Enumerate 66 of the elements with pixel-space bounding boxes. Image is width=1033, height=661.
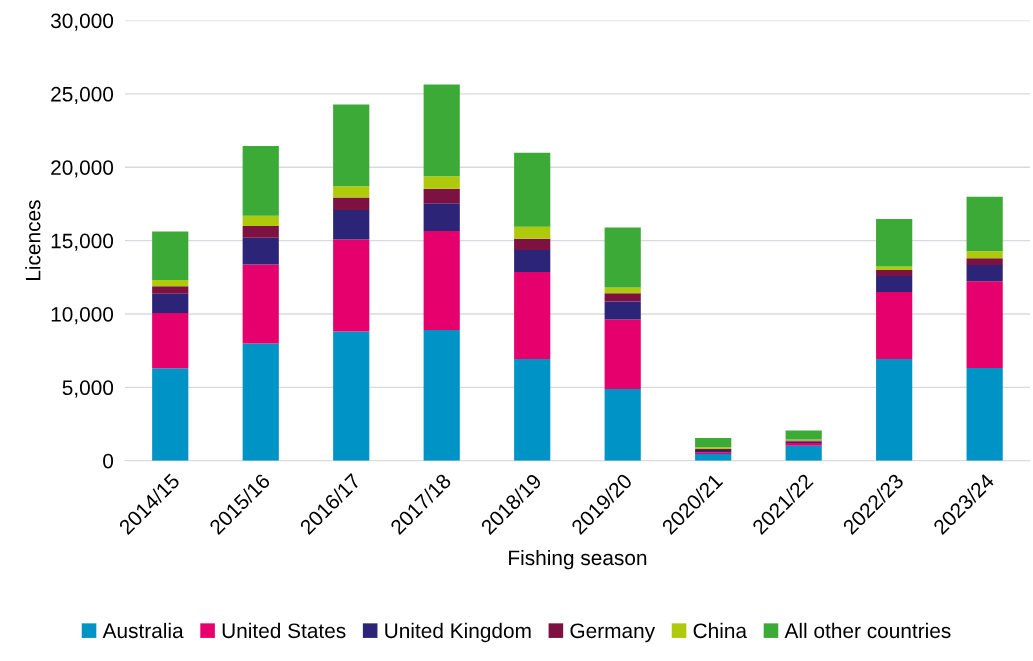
bar xyxy=(242,343,279,461)
bar xyxy=(966,367,1003,461)
bar xyxy=(604,287,641,294)
bar xyxy=(423,203,460,231)
bar xyxy=(333,239,370,332)
bar xyxy=(152,231,189,280)
bar xyxy=(423,188,460,204)
bar xyxy=(695,454,732,461)
legend-label: Germany xyxy=(570,623,656,643)
bar xyxy=(242,146,279,216)
bar xyxy=(966,281,1003,368)
bar xyxy=(514,250,551,273)
bar xyxy=(333,331,370,461)
bar xyxy=(152,293,189,313)
bar xyxy=(242,237,279,265)
bar xyxy=(423,84,460,177)
legend-label: Australia xyxy=(102,622,184,639)
legend-label: China xyxy=(693,622,748,639)
bar xyxy=(785,430,822,440)
bar xyxy=(876,359,913,461)
y-axis-title: Licences xyxy=(25,200,41,281)
x-axis-title: Fishing season xyxy=(509,549,647,570)
bar xyxy=(966,196,1003,252)
bar xyxy=(242,264,279,344)
bar xyxy=(333,186,370,198)
bar xyxy=(695,437,732,448)
bar xyxy=(242,226,279,238)
bar xyxy=(785,445,822,461)
y-tick-label: 0 xyxy=(103,453,114,469)
y-tick-label: 15,000 xyxy=(51,233,114,251)
legend-label: All other countries xyxy=(784,622,951,639)
bar xyxy=(242,215,279,227)
bar xyxy=(876,218,913,267)
bar xyxy=(966,264,1003,282)
legend-label: United States xyxy=(222,622,346,639)
bar xyxy=(604,388,641,461)
y-tick-label: 5,000 xyxy=(62,380,114,398)
bar xyxy=(514,359,551,461)
bar xyxy=(966,258,1003,265)
bar xyxy=(604,227,641,288)
bar xyxy=(423,176,460,189)
bar xyxy=(604,301,641,320)
bar xyxy=(514,152,551,227)
bar xyxy=(152,312,189,369)
bar xyxy=(876,269,913,276)
bar xyxy=(966,251,1003,259)
bar xyxy=(333,104,370,187)
y-tick-label: 30,000 xyxy=(50,13,114,31)
bar xyxy=(604,293,641,302)
bar xyxy=(876,275,913,292)
bar xyxy=(514,272,551,360)
bar xyxy=(333,209,370,240)
bar xyxy=(152,286,189,294)
y-tick-label: 25,000 xyxy=(51,86,114,105)
y-tick-label: 10,000 xyxy=(51,306,114,325)
bar xyxy=(333,197,370,210)
bar xyxy=(514,238,551,250)
bar xyxy=(514,226,551,239)
bar xyxy=(423,230,460,330)
bar xyxy=(423,329,460,461)
bar xyxy=(152,279,189,287)
legend-label: United Kingdom xyxy=(385,622,531,643)
y-tick-label: 20,000 xyxy=(51,160,114,178)
bar xyxy=(876,291,913,360)
bar xyxy=(604,319,641,389)
bar xyxy=(152,368,189,461)
